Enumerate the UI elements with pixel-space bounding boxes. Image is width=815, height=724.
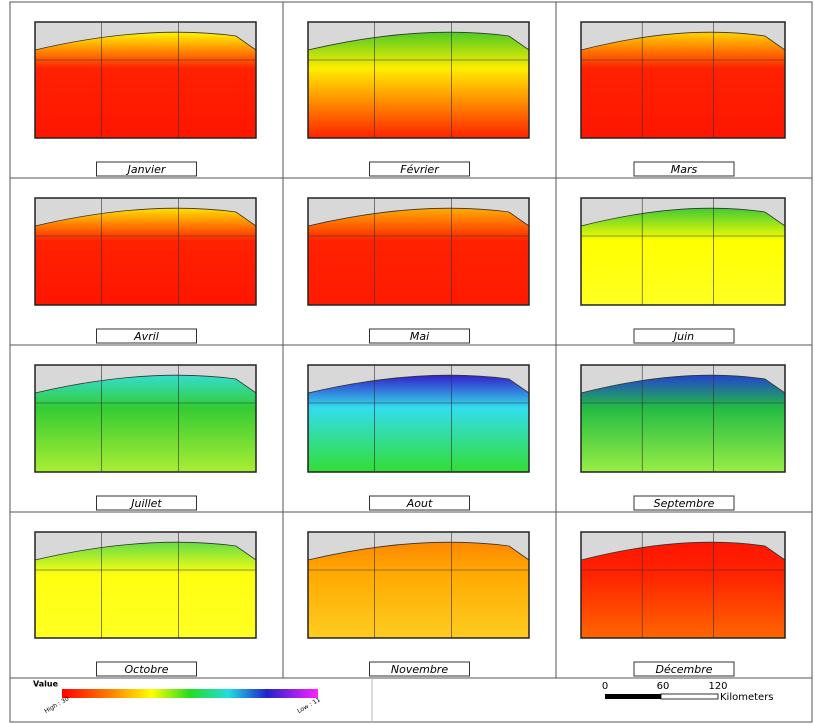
panel-grid: Janvier Février Mars Avril Mai Juin Juillet Aou… xyxy=(9,1,813,679)
scale-tick: 0 xyxy=(602,681,608,692)
map-panel: Mars xyxy=(555,1,813,179)
panel-label: Décembre xyxy=(655,663,712,676)
coastline xyxy=(580,31,786,51)
land xyxy=(581,365,785,393)
coastline xyxy=(34,207,257,227)
panel-label: Aout xyxy=(406,497,433,510)
map-frame xyxy=(580,364,786,473)
land xyxy=(581,198,785,226)
legend-title: Value xyxy=(33,680,59,689)
land xyxy=(581,22,785,50)
map-frame xyxy=(34,364,257,473)
coastline xyxy=(307,541,530,561)
land xyxy=(35,198,256,226)
land xyxy=(308,532,529,560)
map-frame xyxy=(580,197,786,306)
land xyxy=(308,365,529,393)
map-panel: Aout xyxy=(282,344,557,513)
coastline xyxy=(580,541,786,561)
panel-label: Mars xyxy=(671,163,698,176)
land xyxy=(35,22,256,50)
label-box xyxy=(96,328,197,344)
coastline xyxy=(34,541,257,561)
panel-label: Juin xyxy=(672,330,694,343)
coastline xyxy=(307,31,530,51)
label-box xyxy=(369,661,470,677)
scale-tick: 120 xyxy=(708,681,727,692)
map-panel: Février xyxy=(282,1,557,179)
map-frame xyxy=(580,21,786,139)
map-panel: Novembre xyxy=(282,511,557,679)
map-frame xyxy=(34,197,257,306)
map-panel: Juillet xyxy=(9,344,284,513)
coastline xyxy=(580,207,786,227)
legend-low: Low : 11 xyxy=(296,696,322,715)
panel-label: Octobre xyxy=(124,663,168,676)
coastline xyxy=(307,374,530,394)
panel-label: Février xyxy=(400,163,440,176)
label-box xyxy=(633,495,735,511)
map-frame xyxy=(307,197,530,306)
panel-label: Mai xyxy=(410,330,429,343)
coastline xyxy=(34,31,257,51)
land xyxy=(308,198,529,226)
coastline xyxy=(580,374,786,394)
land xyxy=(35,532,256,560)
map-frame xyxy=(307,531,530,639)
panel-label: Avril xyxy=(133,330,159,343)
scale-tick: 60 xyxy=(657,681,670,692)
coastline xyxy=(34,374,257,394)
panel-label: Janvier xyxy=(126,163,167,176)
scale-segment xyxy=(660,693,719,700)
panel-label: Juillet xyxy=(129,497,162,510)
land xyxy=(308,22,529,50)
label-box xyxy=(369,495,470,511)
land xyxy=(35,365,256,393)
land xyxy=(581,532,785,560)
map-frame xyxy=(307,364,530,473)
map-panel: Avril xyxy=(9,177,284,346)
label-box xyxy=(369,161,470,177)
map-frame xyxy=(34,21,257,139)
legend-high: High : 30 xyxy=(43,695,70,715)
scale-unit: Kilometers xyxy=(720,692,774,703)
label-box xyxy=(633,161,735,177)
map-frame xyxy=(307,21,530,139)
map-panel: Octobre xyxy=(9,511,284,679)
coastline xyxy=(307,207,530,227)
map-frame xyxy=(580,531,786,639)
label-box xyxy=(96,161,197,177)
label-box xyxy=(633,661,735,677)
panel-label: Septembre xyxy=(654,497,715,510)
label-box xyxy=(633,328,735,344)
map-panel: Septembre xyxy=(555,344,813,513)
label-box xyxy=(96,661,197,677)
legend-bar xyxy=(62,689,318,698)
map-panel: Juin xyxy=(555,177,813,346)
map-panel: Janvier xyxy=(9,1,284,179)
panel-label: Novembre xyxy=(391,663,448,676)
map-panel: Mai xyxy=(282,177,557,346)
label-box xyxy=(369,328,470,344)
map-panel: Décembre xyxy=(555,511,813,679)
map-frame xyxy=(34,531,257,639)
scale-segment xyxy=(605,694,661,699)
label-box xyxy=(96,495,197,511)
